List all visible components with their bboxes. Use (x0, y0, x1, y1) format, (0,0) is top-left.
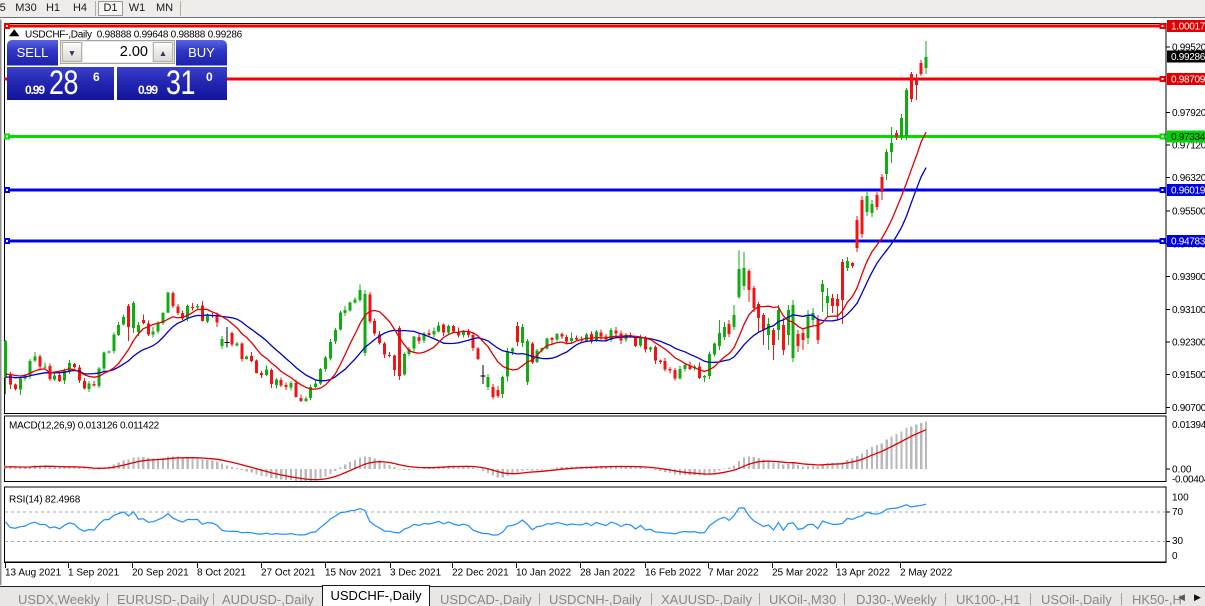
svg-text:0.92300: 0.92300 (1172, 338, 1205, 349)
svg-text:0.98709: 0.98709 (1171, 75, 1205, 86)
svg-text:8 Oct 2021: 8 Oct 2021 (197, 567, 246, 578)
svg-text:0.96019: 0.96019 (1171, 186, 1205, 197)
svg-text:100: 100 (1172, 493, 1189, 504)
svg-text:RSI(14) 82.4968: RSI(14) 82.4968 (9, 494, 81, 505)
svg-text:70: 70 (1172, 507, 1184, 518)
svg-text:0.94783: 0.94783 (1171, 237, 1205, 248)
svg-text:0.95500: 0.95500 (1172, 207, 1205, 218)
svg-text:7 Mar 2022: 7 Mar 2022 (708, 567, 759, 578)
svg-text:MACD(12,26,9) 0.013126 0.01142: MACD(12,26,9) 0.013126 0.011422 (9, 420, 160, 431)
svg-text:25 Mar 2022: 25 Mar 2022 (772, 567, 829, 578)
svg-text:28 Jan 2022: 28 Jan 2022 (580, 567, 635, 578)
svg-text:0: 0 (1172, 551, 1178, 562)
svg-text:2 May 2022: 2 May 2022 (900, 567, 953, 578)
svg-text:0.93900: 0.93900 (1172, 272, 1205, 283)
svg-text:13 Apr 2022: 13 Apr 2022 (836, 567, 890, 578)
svg-text:USDCHF-,Daily 0.98888 0.99648: USDCHF-,Daily 0.98888 0.99648 0.98888 0.… (25, 30, 243, 41)
svg-text:1 Sep 2021: 1 Sep 2021 (68, 567, 120, 578)
svg-text:0.99286: 0.99286 (1171, 52, 1205, 63)
svg-text:22 Dec 2021: 22 Dec 2021 (452, 567, 509, 578)
svg-text:0.90700: 0.90700 (1172, 403, 1205, 414)
svg-text:1.00017: 1.00017 (1171, 22, 1205, 33)
svg-text:3 Dec 2021: 3 Dec 2021 (390, 567, 442, 578)
svg-text:10 Jan 2022: 10 Jan 2022 (516, 567, 571, 578)
svg-text:27 Oct 2021: 27 Oct 2021 (261, 567, 316, 578)
svg-text:0.96320: 0.96320 (1172, 173, 1205, 184)
svg-text:15 Nov 2021: 15 Nov 2021 (325, 567, 382, 578)
svg-text:0.99520: 0.99520 (1172, 43, 1205, 54)
svg-text:0.013941: 0.013941 (1172, 420, 1205, 431)
svg-text:0.91500: 0.91500 (1172, 370, 1205, 381)
svg-text:0.97920: 0.97920 (1172, 108, 1205, 119)
svg-text:30: 30 (1172, 536, 1184, 547)
svg-text:13 Aug 2021: 13 Aug 2021 (5, 567, 62, 578)
svg-text:-0.00404: -0.00404 (1172, 474, 1205, 485)
svg-text:20 Sep 2021: 20 Sep 2021 (132, 567, 189, 578)
svg-text:16 Feb 2022: 16 Feb 2022 (645, 567, 702, 578)
svg-text:0.97120: 0.97120 (1172, 141, 1205, 152)
svg-text:0.97334: 0.97334 (1171, 132, 1205, 143)
svg-text:0.93100: 0.93100 (1172, 305, 1205, 316)
svg-text:0.00: 0.00 (1172, 464, 1192, 475)
